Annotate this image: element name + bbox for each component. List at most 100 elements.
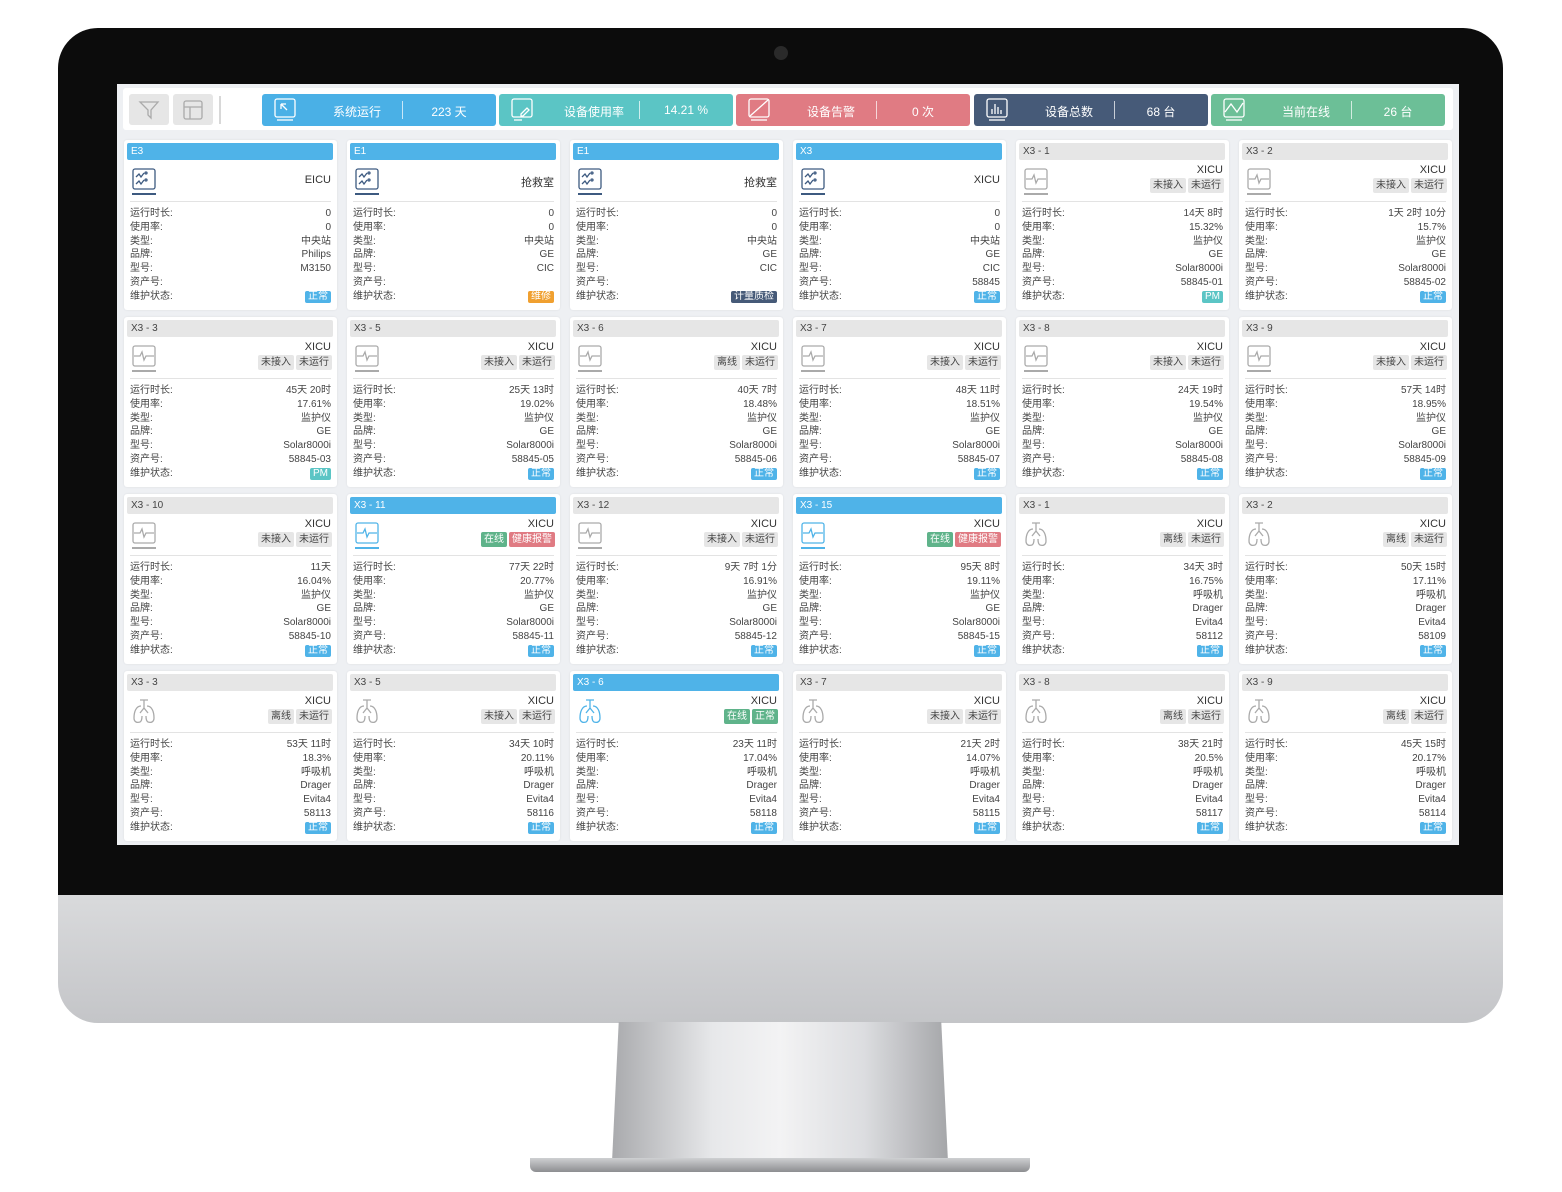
field-label: 运行时长: bbox=[576, 562, 619, 573]
field-row: 类型: 中央站 bbox=[576, 235, 777, 249]
field-value: CIC bbox=[536, 263, 554, 275]
field-row: 品牌: GE bbox=[130, 425, 331, 439]
field-row: 型号: Evita4 bbox=[1245, 616, 1446, 630]
device-card[interactable]: X3 - 8 XICU 未接入 未运行 运行时长: 24天 19时 使用率: 19.54… bbox=[1016, 317, 1229, 487]
field-value: 监护仪 bbox=[301, 589, 331, 601]
field-label: 资产号: bbox=[353, 453, 386, 465]
field-value: GE bbox=[316, 603, 331, 615]
device-card[interactable]: X3 - 12 XICU 未接入 未运行 运行时长: 9天 7时 1分 使用率: 16.… bbox=[570, 494, 783, 664]
status-tag: 未运行 bbox=[1411, 355, 1447, 370]
field-label: 维护状态: bbox=[1245, 644, 1288, 656]
device-card[interactable]: E3 EICU 运行时长: 0 使用率: 0 类型: 中央站 品牌: Philips 型号: M3… bbox=[124, 140, 337, 310]
card-location: XICU bbox=[973, 518, 1000, 530]
field-row: 资产号: 58115 bbox=[799, 807, 1000, 821]
layout-button[interactable] bbox=[173, 94, 213, 125]
field-value: 中央站 bbox=[524, 235, 554, 247]
device-card[interactable]: X3 XICU 运行时长: 0 使用率: 0 类型: 中央站 品牌: GE 型号: CIC 资产号:… bbox=[793, 140, 1006, 310]
device-card[interactable]: X3 - 1 XICU 离线 未运行 运行时长: 34天 3时 使用率: 16.75% 类… bbox=[1016, 494, 1229, 664]
stat-tile[interactable]: 当前在线 26 台 bbox=[1211, 94, 1445, 126]
field-row: 维护状态: 正常 bbox=[799, 290, 1000, 304]
device-card[interactable]: X3 - 5 XICU 未接入 未运行 运行时长: 25天 13时 使用率: 19.02… bbox=[347, 317, 560, 487]
status-tags: 未接入 未运行 bbox=[927, 709, 1001, 724]
filter-button[interactable] bbox=[129, 94, 169, 125]
field-value: 呼吸机 bbox=[1416, 589, 1446, 601]
card-header: X3 - 6 bbox=[573, 320, 779, 337]
card-divider bbox=[576, 732, 777, 733]
field-value: GE bbox=[762, 426, 777, 438]
status-tag: 在线 bbox=[724, 709, 750, 724]
field-value: Evita4 bbox=[972, 794, 1000, 806]
status-tag: 未运行 bbox=[296, 532, 332, 547]
field-label: 维护状态: bbox=[353, 821, 396, 833]
field-value: Drager bbox=[1192, 603, 1223, 615]
field-label: 品牌: bbox=[130, 249, 153, 261]
device-card[interactable]: X3 - 6 XICU 在线 正常 运行时长: 23天 11时 使用率: 17.04% 类… bbox=[570, 671, 783, 841]
field-row: 运行时长: 53天 11时 bbox=[130, 738, 331, 752]
device-card[interactable]: X3 - 7 XICU 未接入 未运行 运行时长: 48天 11时 使用率: 18.51… bbox=[793, 317, 1006, 487]
device-icon bbox=[576, 698, 604, 733]
device-card[interactable]: X3 - 8 XICU 离线 未运行 运行时长: 38天 21时 使用率: 20.5% 类… bbox=[1016, 671, 1229, 841]
device-card[interactable]: X3 - 11 XICU 在线 健康报警 运行时长: 77天 22时 使用率: 20.7… bbox=[347, 494, 560, 664]
device-card[interactable]: X3 - 10 XICU 未接入 未运行 运行时长: 11天 使用率: 16.04% 类型… bbox=[124, 494, 337, 664]
device-card[interactable]: X3 - 5 XICU 未接入 未运行 运行时长: 34天 10时 使用率: 20.11… bbox=[347, 671, 560, 841]
device-card[interactable]: E1 抢救室 运行时长: 0 使用率: 0 类型: 中央站 品牌: GE 型号: CIC 资产号: 维… bbox=[570, 140, 783, 310]
field-label: 资产号: bbox=[576, 276, 609, 288]
device-card[interactable]: X3 - 2 XICU 离线 未运行 运行时长: 50天 15时 使用率: 17.11%… bbox=[1239, 494, 1452, 664]
field-row: 类型: 监护仪 bbox=[576, 589, 777, 603]
cursor-icon bbox=[274, 98, 296, 121]
field-label: 维护状态: bbox=[576, 467, 619, 479]
maintenance-status-badge: 正常 bbox=[305, 644, 331, 657]
device-card[interactable]: X3 - 3 XICU 离线 未运行 运行时长: 53天 11时 使用率: 18.3% 类… bbox=[124, 671, 337, 841]
field-label: 品牌: bbox=[353, 426, 376, 438]
stat-tile[interactable]: 设备总数 68 台 bbox=[974, 94, 1208, 126]
field-value: 0 bbox=[325, 221, 331, 233]
field-row: 运行时长: 45天 20时 bbox=[130, 384, 331, 398]
field-row: 资产号: 58109 bbox=[1245, 630, 1446, 644]
device-card[interactable]: X3 - 15 XICU 在线 健康报警 运行时长: 95天 8时 使用率: 19.11… bbox=[793, 494, 1006, 664]
field-label: 维护状态: bbox=[1022, 644, 1065, 656]
field-row: 类型: 监护仪 bbox=[576, 412, 777, 426]
field-value: 0 bbox=[994, 221, 1000, 233]
stat-tile[interactable]: 设备使用率 14.21 % bbox=[499, 94, 733, 126]
field-label: 品牌: bbox=[353, 780, 376, 792]
field-row: 运行时长: 0 bbox=[353, 207, 554, 221]
device-card[interactable]: E1 抢救室 运行时长: 0 使用率: 0 类型: 中央站 品牌: GE 型号: CIC 资产号: 维… bbox=[347, 140, 560, 310]
card-divider bbox=[1245, 378, 1446, 379]
field-label: 运行时长: bbox=[353, 739, 396, 750]
device-card[interactable]: X3 - 7 XICU 未接入 未运行 运行时长: 21天 2时 使用率: 14.07%… bbox=[793, 671, 1006, 841]
field-row: 型号: Evita4 bbox=[353, 793, 554, 807]
field-row: 运行时长: 34天 10时 bbox=[353, 738, 554, 752]
device-card[interactable]: X3 - 9 XICU 离线 未运行 运行时长: 45天 15时 使用率: 20.17%… bbox=[1239, 671, 1452, 841]
field-label: 维护状态: bbox=[130, 290, 173, 302]
field-row: 类型: 呼吸机 bbox=[353, 766, 554, 780]
field-value: 0 bbox=[548, 208, 554, 219]
status-tag: 健康报警 bbox=[955, 532, 1001, 547]
device-card[interactable]: X3 - 3 XICU 未接入 未运行 运行时长: 45天 20时 使用率: 17.61… bbox=[124, 317, 337, 487]
field-value: GE bbox=[985, 249, 1000, 261]
field-value: 监护仪 bbox=[970, 412, 1000, 424]
field-value: 18.3% bbox=[302, 752, 331, 764]
field-value: Solar8000i bbox=[506, 440, 554, 452]
field-row: 品牌: GE bbox=[1245, 425, 1446, 439]
status-tags: 未接入 未运行 bbox=[481, 355, 555, 370]
field-label: 使用率: bbox=[353, 398, 386, 410]
monitor-icon bbox=[578, 345, 602, 372]
field-value: 58114 bbox=[1418, 807, 1446, 819]
status-tags: 未接入 未运行 bbox=[704, 532, 778, 547]
field-label: 运行时长: bbox=[1245, 562, 1288, 573]
stat-tile[interactable]: 系统运行 223 天 bbox=[262, 94, 496, 126]
field-label: 运行时长: bbox=[799, 562, 842, 573]
field-label: 资产号: bbox=[1022, 453, 1055, 465]
card-fields: 运行时长: 23天 11时 使用率: 17.04% 类型: 呼吸机 品牌: Drager 型号:… bbox=[576, 738, 777, 835]
field-row: 品牌: GE bbox=[576, 602, 777, 616]
stat-label: 系统运行 bbox=[332, 105, 381, 119]
stat-tile[interactable]: 设备告警 0 次 bbox=[736, 94, 970, 126]
device-card[interactable]: X3 - 1 XICU 未接入 未运行 运行时长: 14天 8时 使用率: 15.32%… bbox=[1016, 140, 1229, 310]
device-card[interactable]: X3 - 6 XICU 离线 未运行 运行时长: 40天 7时 使用率: 18.48% 类… bbox=[570, 317, 783, 487]
field-value: Solar8000i bbox=[952, 617, 1000, 629]
device-card[interactable]: X3 - 2 XICU 未接入 未运行 运行时长: 1天 2时 10分 使用率: 15.… bbox=[1239, 140, 1452, 310]
field-label: 型号: bbox=[353, 794, 376, 806]
field-row: 运行时长: 77天 22时 bbox=[353, 561, 554, 575]
device-card[interactable]: X3 - 9 XICU 未接入 未运行 运行时长: 57天 14时 使用率: 18.95… bbox=[1239, 317, 1452, 487]
status-tag: 未接入 bbox=[927, 355, 963, 370]
